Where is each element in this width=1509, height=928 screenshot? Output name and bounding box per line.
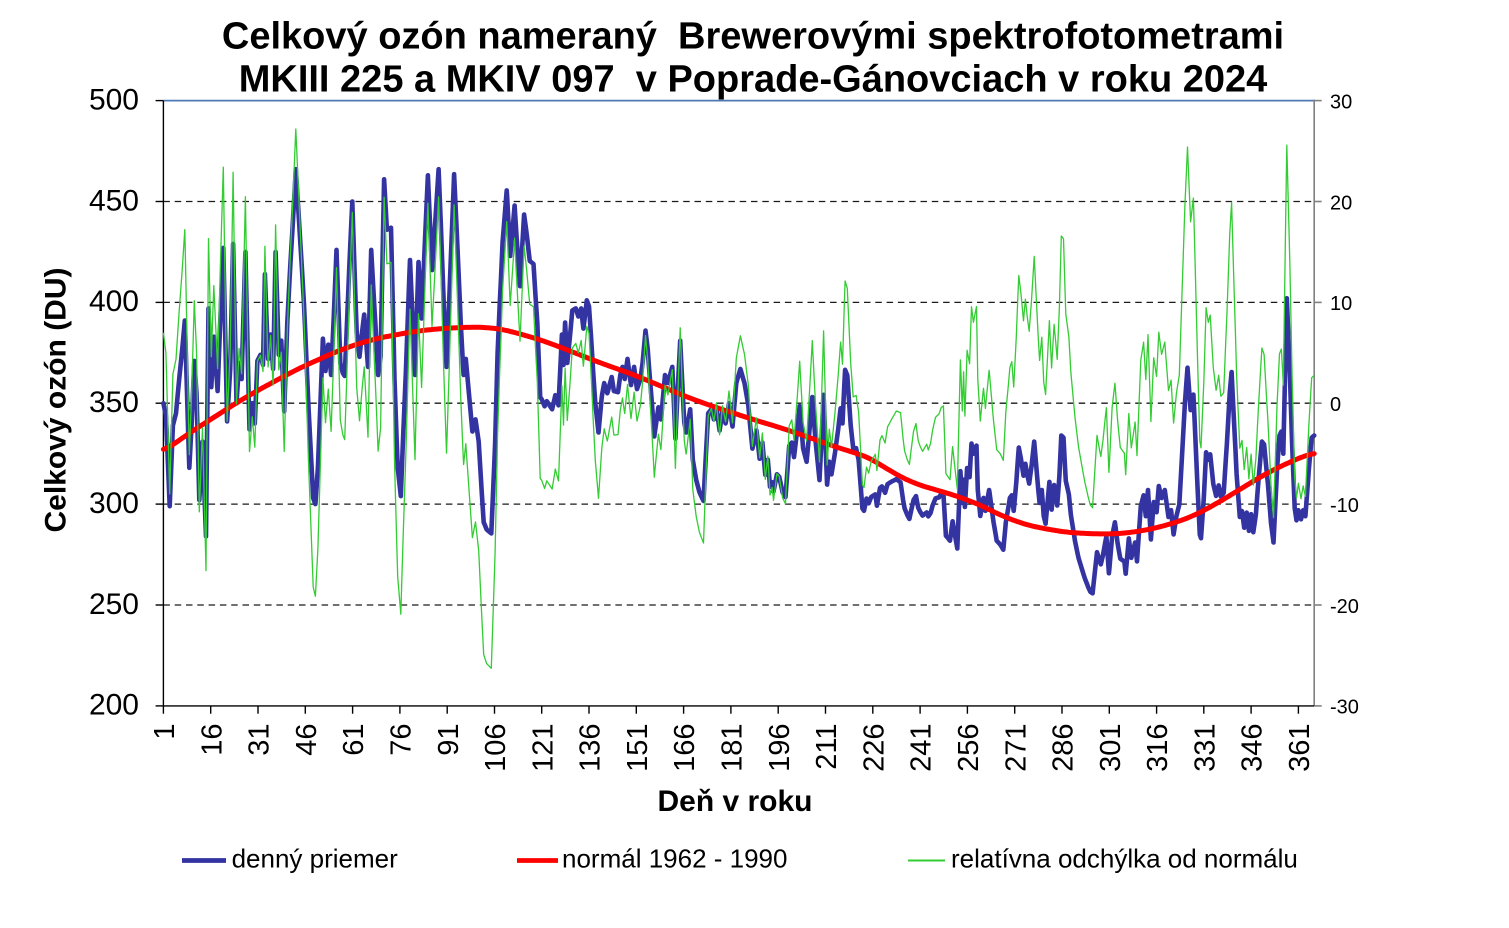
svg-text:241: 241 [906,724,938,772]
svg-text:1: 1 [149,724,181,740]
svg-text:136: 136 [575,724,607,772]
svg-text:Celkový ozón nameraný Brewero: Celkový ozón nameraný Brewerovými spektr… [222,15,1284,57]
svg-text:250: 250 [89,588,139,621]
svg-text:31: 31 [244,724,276,756]
svg-text:106: 106 [480,724,512,772]
svg-text:61: 61 [338,724,370,756]
svg-text:301: 301 [1095,724,1127,772]
svg-text:91: 91 [433,724,465,756]
svg-text:relatívna odchýlka od normálu: relatívna odchýlka od normálu [951,844,1298,874]
svg-text:20: 20 [1330,192,1352,214]
svg-text:10: 10 [1330,293,1352,315]
svg-text:200: 200 [89,689,139,722]
svg-text:46: 46 [291,724,323,756]
svg-text:196: 196 [764,724,796,772]
svg-text:256: 256 [953,724,985,772]
svg-text:MKIII 225 a MKIV 097 v Poprad: MKIII 225 a MKIV 097 v Poprade-Gánovciac… [239,58,1268,100]
svg-text:121: 121 [527,724,559,772]
svg-text:226: 226 [858,724,890,772]
svg-text:166: 166 [669,724,701,772]
svg-text:316: 316 [1142,724,1174,772]
svg-text:271: 271 [1000,724,1032,772]
svg-text:-10: -10 [1330,495,1359,517]
svg-text:331: 331 [1189,724,1221,772]
svg-text:400: 400 [89,285,139,318]
svg-text:300: 300 [89,487,139,520]
svg-text:16: 16 [196,724,228,756]
svg-text:361: 361 [1284,724,1316,772]
svg-text:Deň v roku: Deň v roku [657,785,812,818]
svg-text:181: 181 [717,724,749,772]
svg-text:450: 450 [89,184,139,217]
svg-text:211: 211 [811,724,843,770]
svg-text:151: 151 [622,724,654,772]
svg-text:76: 76 [386,724,418,756]
svg-text:30: 30 [1330,91,1352,113]
svg-text:350: 350 [89,386,139,419]
svg-text:500: 500 [89,83,139,116]
svg-text:-20: -20 [1330,596,1359,618]
svg-text:286: 286 [1048,724,1080,772]
svg-text:346: 346 [1237,724,1269,772]
svg-text:normál 1962 - 1990: normál 1962 - 1990 [562,844,787,874]
svg-text:-30: -30 [1330,697,1359,719]
svg-text:0: 0 [1330,394,1341,416]
svg-text:denný priemer: denný priemer [232,844,399,874]
svg-text:Celkový ozón (DU): Celkový ozón (DU) [40,267,73,532]
